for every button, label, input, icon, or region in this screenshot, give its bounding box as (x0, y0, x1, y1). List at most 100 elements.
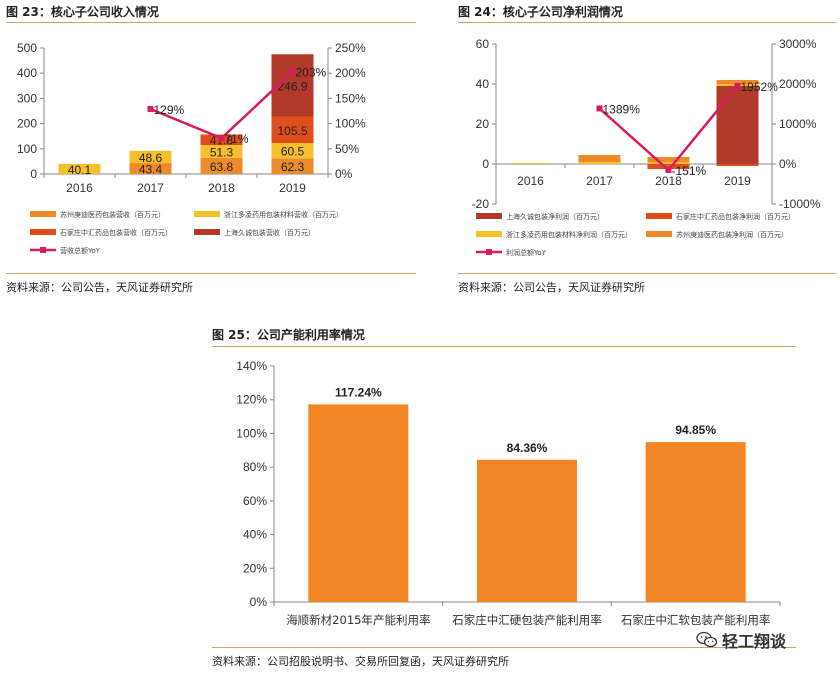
fig25-title-rule (212, 346, 796, 347)
fig23-bar-label: 105.5 (277, 124, 307, 138)
fig24-y2-tick-label: 3000% (779, 37, 817, 51)
watermark: 轻工翔谈 (696, 628, 786, 652)
fig25-x-tick-label: 石家庄中汇硬包装产能利用率 (452, 613, 602, 627)
fig24-legend-label: 苏州庚迪医药包装净利润（百万元） (676, 230, 788, 239)
fig24-yoy-label: 1952% (741, 80, 779, 94)
fig23-title-rule (6, 22, 416, 23)
fig23-bar-s2-3 (271, 116, 314, 144)
fig24-bar-s0-3 (716, 86, 759, 164)
fig24-y2-tick-label: 2000% (779, 77, 817, 91)
fig25-y-tick-label: 100% (236, 426, 267, 440)
fig24-bar-s1-2 (647, 164, 690, 169)
fig23-x-tick-label: 2017 (137, 181, 164, 195)
fig24-y-tick-label: -20 (472, 197, 490, 211)
fig23-y-tick-label: 0 (30, 167, 37, 181)
fig24-legend-label: 浙江多凌药用包装材料净利润（百万元） (506, 230, 632, 239)
fig23-yoy-label: 203% (296, 66, 327, 80)
fig23-x-tick-label: 2019 (279, 181, 306, 195)
fig23-bar-label: 62.3 (281, 160, 305, 174)
fig24-bar-s2-2 (647, 162, 690, 164)
fig23-bar-s1-1 (129, 150, 172, 164)
fig23-y2-tick-label: 100% (335, 117, 366, 131)
fig23-bar-label: 63.8 (210, 160, 234, 174)
fig25-chart: 0% 20% 40% 60% 80% 100% 120% 140% 117.24% 海顺新材201… (236, 359, 781, 627)
fig23-legend-label: 苏州庚迪医药包装营收（百万元） (60, 210, 165, 219)
fig24-x-tick-label: 2018 (655, 174, 682, 188)
fig23-x-tick-label: 2016 (66, 181, 93, 195)
fig23-legend-swatch (194, 211, 220, 217)
fig25-bar-0 (308, 404, 409, 602)
fig23-bar-label: 60.5 (281, 145, 305, 159)
fig25-bar-label: 94.85% (675, 423, 716, 437)
fig23-bar-label: 48.6 (139, 151, 163, 165)
fig23-bar-label: 43.4 (139, 163, 163, 177)
fig25-source: 资料来源：公司招股说明书、交易所回复函，天风证券研究所 (212, 655, 509, 668)
fig23-bar-label: 40.1 (68, 163, 92, 177)
fig25-y-tick-label: 140% (236, 359, 267, 373)
fig24-yoy-label: 1389% (603, 102, 641, 116)
fig23-source: 资料来源：公司公告，天风证券研究所 (6, 281, 193, 294)
fig25-x-tick-label: 海顺新材2015年产能利用率 (286, 613, 430, 627)
fig23-bar-s1-0 (58, 163, 101, 174)
fig23-y2-tick-label: 250% (335, 41, 366, 55)
fig25-source-rule (212, 647, 796, 648)
fig23-bar-label: 51.3 (210, 145, 234, 159)
fig23-legend-label: 浙江多凌药用包装材料营收（百万元） (224, 210, 343, 219)
fig24-x-tick-label: 2017 (586, 174, 613, 188)
wechat-logo-icon (696, 631, 718, 648)
fig23-y-tick-label: 400 (17, 66, 37, 80)
fig23-yoy-label: 71% (225, 132, 249, 146)
fig23-y-tick-label: 300 (17, 91, 37, 105)
fig23-bar-label: 246.9 (277, 79, 307, 93)
fig25-bar-1 (477, 459, 577, 602)
fig23-legend-label: 石家庄中汇药品包装营收（百万元） (60, 228, 172, 237)
fig23-source-rule (6, 273, 416, 274)
fig24-source-rule (458, 273, 836, 274)
fig24-legend-label: 上海久诚包装净利润（百万元） (506, 212, 604, 221)
fig23-legend-label: 上海久诚包装营收（百万元） (224, 228, 315, 237)
fig24-bar-s3-2 (647, 157, 690, 162)
fig23-y2-tick-label: 150% (335, 91, 366, 105)
fig25-bar-label: 84.36% (507, 441, 548, 455)
fig24-x-tick-label: 2019 (724, 174, 751, 188)
fig25-y-tick-label: 40% (243, 528, 267, 542)
fig24-y-tick-label: 20 (476, 117, 490, 131)
fig24-y-tick-label: 40 (476, 77, 490, 91)
fig23-y2-tick-label: 0% (335, 167, 353, 181)
fig23-bar-s0-2 (200, 157, 243, 174)
fig25-x-tick-label: 石家庄中汇软包装产能利用率 (621, 613, 771, 627)
fig23-legend-swatch (194, 229, 220, 235)
fig23-title: 图 23：核心子公司收入情况 (6, 5, 159, 19)
fig23-chart: 0 100 200 300 400 500 0% 50% 100% 150% 200% 250% 201… (17, 41, 366, 255)
fig24-title-rule (458, 22, 836, 23)
fig24-y-tick-label: 0 (482, 157, 489, 171)
fig24-x-tick-label: 2016 (517, 174, 544, 188)
fig23-y-tick-label: 100 (17, 142, 37, 156)
fig25-y-tick-label: 60% (243, 494, 267, 508)
fig24-bar-s3-1 (578, 155, 621, 162)
fig23-bar-s1-3 (271, 143, 314, 159)
fig24-bar-s3-3 (716, 80, 759, 84)
fig23-y2-tick-label: 50% (335, 142, 359, 156)
fig24-yoy-label: -151% (672, 164, 707, 178)
watermark-text: 轻工翔谈 (722, 632, 787, 651)
fig24-yoy-point (734, 82, 741, 89)
fig24-source: 资料来源：公司公告，天风证券研究所 (458, 281, 645, 294)
fig23-legend-label: 营收总额YoY (60, 246, 101, 255)
fig24-title: 图 24：核心子公司净利润情况 (458, 5, 623, 19)
fig25-y-tick-label: 80% (243, 460, 267, 474)
fig24-legend-swatch (646, 231, 672, 237)
fig23-yoy-point (218, 135, 225, 142)
fig24-yoy-point (596, 105, 603, 112)
fig23-y-tick-label: 500 (17, 41, 37, 55)
fig24-legend-marker (486, 249, 492, 255)
fig23-bar-s1-2 (200, 144, 243, 158)
fig23-yoy-point (147, 105, 154, 112)
fig24-y-tick-label: 60 (476, 37, 490, 51)
fig24-bar-s2-0 (509, 163, 552, 164)
fig23-x-tick-label: 2018 (208, 181, 235, 195)
fig23-y-tick-label: 200 (17, 117, 37, 131)
fig23-legend-swatch (30, 211, 56, 217)
fig24-y2-tick-label: -1000% (779, 197, 821, 211)
fig23-bar-s0-1 (129, 163, 172, 174)
